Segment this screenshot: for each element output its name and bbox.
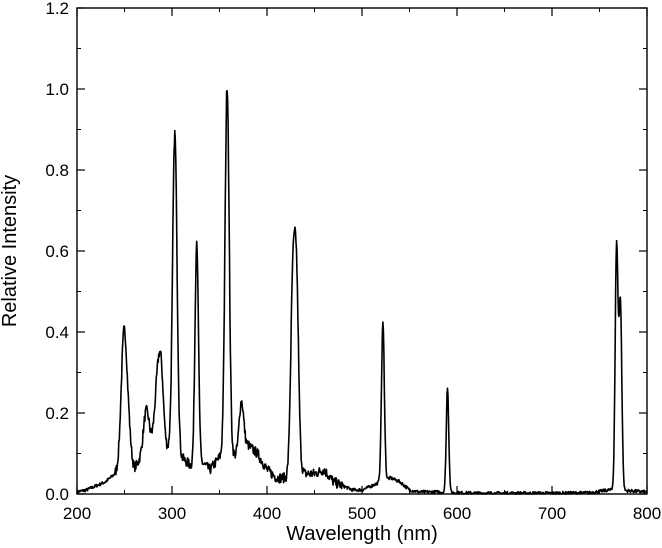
y-tick-label-0.8: 0.8 [45,161,69,180]
x-axis-tick-labels: 200 300 400 500 600 700 800 [63,504,661,523]
y-tick-label-1.2: 1.2 [45,0,69,18]
y-tick-label-1.0: 1.0 [45,80,69,99]
x-tick-label-200: 200 [63,504,91,523]
x-tick-label-600: 600 [443,504,471,523]
y-axis-ticks [77,7,647,495]
y-tick-label-0.4: 0.4 [45,323,69,342]
x-tick-label-300: 300 [158,504,186,523]
x-tick-label-800: 800 [633,504,661,523]
y-tick-label-0.2: 0.2 [45,404,69,423]
y-axis-tick-labels: 0.0 0.2 0.4 0.6 0.8 1.0 1.2 [45,0,69,504]
y-axis-title: Relative Intensity [0,175,21,327]
x-tick-label-400: 400 [253,504,281,523]
x-tick-label-500: 500 [348,504,376,523]
y-tick-label-0.0: 0.0 [45,485,69,504]
plot-area [76,7,648,495]
x-axis-title: Wavelength (nm) [286,523,438,545]
y-tick-label-0.6: 0.6 [45,242,69,261]
spectrum-line [76,90,648,495]
x-tick-label-700: 700 [538,504,566,523]
